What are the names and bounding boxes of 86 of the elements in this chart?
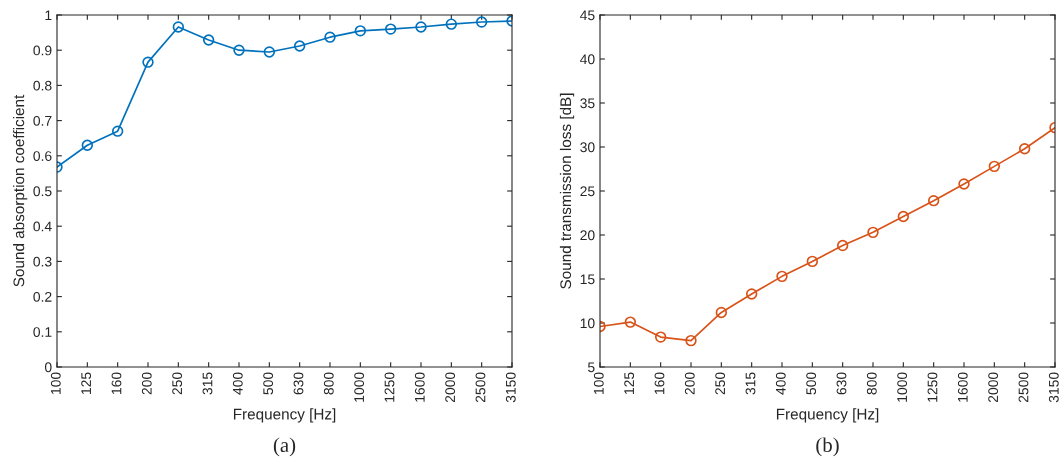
- y-tick-label: 0.7: [33, 115, 52, 126]
- x-tick-label: 800: [323, 372, 334, 395]
- x-tick-label: 630: [836, 372, 847, 395]
- x-tick-label: 200: [141, 372, 152, 395]
- x-tick-label: 160: [111, 372, 122, 394]
- x-tick-label: 3150: [505, 372, 516, 403]
- y-tick-label: 30: [580, 142, 595, 153]
- point: [445, 18, 458, 30]
- point: [475, 16, 488, 28]
- point: [897, 210, 910, 223]
- point: [745, 288, 758, 300]
- x-tick-label: 3150: [1048, 372, 1059, 403]
- point: [415, 21, 427, 33]
- x-tick-label: 500: [806, 372, 817, 395]
- x-tick-label: 2000: [445, 372, 456, 403]
- y-tick-label: 15: [580, 274, 595, 285]
- x-tick-label: 400: [232, 372, 243, 395]
- x-tick-label: 630: [293, 372, 304, 395]
- x-axis-title: Frequency [Hz]: [233, 408, 336, 423]
- point: [111, 125, 124, 137]
- y-tick-label: 0.6: [33, 151, 52, 161]
- x-tick-label: 500: [263, 372, 274, 395]
- x-tick-label: 250: [172, 372, 183, 395]
- point: [806, 255, 819, 268]
- text: (b): [816, 437, 839, 457]
- point: [654, 331, 667, 343]
- y-tick-label: 0.1: [33, 327, 52, 337]
- point: [233, 44, 245, 56]
- y-tick-label: 0.4: [33, 221, 52, 232]
- x-tick-label: 125: [624, 372, 635, 394]
- y-tick-label: 10: [580, 318, 595, 329]
- x-tick-label: 2500: [1018, 372, 1029, 403]
- x-tick-label: 2500: [475, 372, 486, 403]
- y-axis-title: Sound absorption coefficient: [13, 94, 28, 287]
- x-tick-label: 100: [50, 372, 61, 394]
- point: [1018, 143, 1031, 155]
- x-tick-label: 2000: [988, 372, 999, 403]
- x-tick-label: 1000: [354, 372, 365, 402]
- x-tick-label: 400: [775, 372, 786, 395]
- x-tick-label: 1250: [384, 372, 395, 402]
- y-tick-label: 1: [45, 10, 52, 21]
- x-tick-label: 200: [684, 372, 695, 395]
- point: [172, 21, 185, 33]
- point: [624, 316, 637, 328]
- y-axis-title: Sound transmission loss [dB]: [559, 93, 575, 289]
- point: [715, 306, 728, 319]
- point: [293, 40, 306, 52]
- x-tick-label: 100: [593, 372, 604, 394]
- point: [324, 31, 336, 43]
- x-tick-label: 1600: [957, 372, 968, 402]
- x-tick-label: 315: [202, 372, 213, 395]
- y-tick-label: 35: [580, 98, 595, 109]
- y-tick-label: 20: [580, 230, 595, 241]
- y-tick-label: 0.9: [33, 45, 52, 56]
- point: [354, 25, 367, 37]
- point: [685, 334, 697, 347]
- y-tick-label: 0.3: [33, 256, 52, 267]
- y-tick-label: 0.5: [33, 186, 52, 197]
- point: [958, 178, 970, 190]
- text: (a): [273, 437, 296, 457]
- point: [867, 226, 879, 239]
- x-axis-title: Frequency [Hz]: [776, 408, 879, 423]
- point: [988, 160, 1001, 173]
- y-tick-label: 25: [580, 186, 595, 197]
- x-tick-label: 160: [654, 372, 665, 394]
- x-tick-label: 125: [81, 372, 92, 394]
- point: [81, 139, 94, 151]
- x-tick-label: 250: [715, 372, 726, 395]
- x-tick-label: 315: [745, 372, 756, 395]
- y-tick-label: 5: [587, 362, 595, 373]
- point: [384, 23, 397, 35]
- y-tick-label: 0.8: [33, 80, 52, 91]
- point: [776, 270, 788, 283]
- x-tick-label: 1000: [897, 372, 908, 402]
- x-tick-label: 1600: [414, 372, 425, 402]
- point: [142, 56, 154, 68]
- point: [202, 34, 215, 46]
- x-tick-label: 1250: [927, 372, 938, 402]
- point: [927, 194, 940, 207]
- y-tick-label: 45: [580, 10, 595, 21]
- y-tick-label: 0.2: [33, 291, 52, 302]
- point: [836, 239, 849, 252]
- y-tick-label: 40: [580, 54, 595, 65]
- y-tick-label: 0: [44, 362, 52, 373]
- x-tick-label: 800: [866, 372, 877, 395]
- point: [263, 46, 276, 58]
